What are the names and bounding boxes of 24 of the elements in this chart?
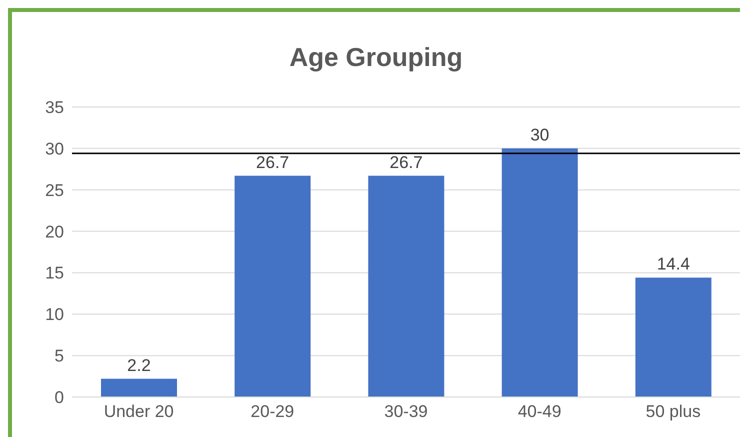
y-tick-label: 25 bbox=[45, 180, 64, 200]
y-tick-label: 10 bbox=[45, 305, 64, 324]
bar bbox=[502, 148, 578, 397]
data-label: 26.7 bbox=[256, 152, 290, 172]
data-label: 2.2 bbox=[127, 356, 151, 375]
data-label: 26.7 bbox=[390, 152, 423, 172]
y-tick-label: 35 bbox=[45, 98, 64, 118]
x-tick-label: Under 20 bbox=[104, 402, 174, 422]
bar bbox=[368, 176, 444, 397]
x-tick-label: 20-29 bbox=[250, 402, 294, 422]
data-label: 14.4 bbox=[656, 254, 690, 274]
x-tick-label: 40-49 bbox=[518, 402, 562, 422]
y-tick-label: 15 bbox=[45, 264, 64, 283]
y-tick-label: 5 bbox=[54, 346, 64, 366]
chart-title: Age Grouping bbox=[288, 41, 464, 74]
y-tick-label: 30 bbox=[45, 139, 64, 158]
x-tick-label: 30-39 bbox=[384, 402, 428, 422]
bar bbox=[101, 378, 177, 397]
y-tick-label: 20 bbox=[45, 222, 64, 242]
y-tick-label: 0 bbox=[54, 388, 64, 408]
x-tick-label: 50 plus bbox=[646, 402, 701, 422]
bar bbox=[234, 176, 311, 397]
data-label: 30 bbox=[530, 125, 550, 144]
bar bbox=[635, 278, 712, 397]
